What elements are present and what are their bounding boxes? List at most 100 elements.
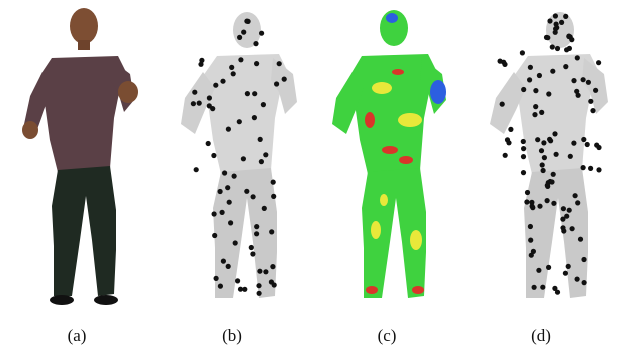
feature-point [235, 278, 241, 284]
panel-c: (c) [310, 0, 464, 354]
feature-point [537, 203, 543, 209]
feature-point [551, 200, 557, 206]
feature-point [254, 231, 260, 237]
feature-point [225, 263, 231, 269]
feature-point [528, 237, 534, 243]
feature-point [533, 104, 539, 110]
panel-a: (a) [0, 0, 154, 354]
feature-point [541, 140, 547, 146]
feature-point [271, 282, 277, 288]
feature-point [259, 30, 265, 36]
feature-point [257, 268, 263, 274]
feature-point [536, 72, 542, 79]
feature-point [550, 171, 556, 177]
feature-point [520, 170, 527, 176]
mesh-with-dense-points [490, 12, 608, 298]
feature-point [584, 141, 590, 148]
feature-point [276, 61, 282, 67]
feature-point [544, 182, 550, 188]
feature-point [528, 252, 534, 258]
feature-point [562, 270, 568, 276]
person-photo [22, 8, 138, 305]
feature-point [533, 88, 539, 94]
feature-point [569, 226, 575, 232]
feature-point [225, 126, 231, 132]
feature-point [232, 240, 238, 246]
feature-point [552, 131, 558, 137]
feature-point [565, 263, 571, 269]
feature-point [213, 82, 219, 88]
feature-point [270, 264, 276, 270]
feature-point [524, 189, 531, 196]
feature-point [596, 144, 602, 151]
caption-d: (d) [531, 326, 551, 345]
feature-point [237, 286, 244, 292]
feature-point [220, 258, 226, 264]
feature-point [519, 50, 525, 56]
feature-point [508, 126, 514, 132]
feature-point [263, 152, 269, 158]
feature-point [206, 103, 212, 109]
feature-point [564, 213, 570, 219]
feature-point [585, 79, 591, 85]
feature-point [574, 276, 580, 282]
feature-point [549, 44, 555, 50]
feature-point [520, 138, 526, 145]
feature-point [529, 199, 535, 205]
feature-point [226, 199, 232, 205]
feature-point [580, 165, 586, 171]
feature-point [256, 290, 262, 296]
feature-point [244, 91, 250, 97]
feature-point [569, 37, 575, 43]
feature-point [571, 140, 577, 146]
feature-point [527, 223, 533, 230]
feature-point [527, 77, 533, 83]
feature-point [213, 275, 219, 281]
feature-point [588, 98, 594, 104]
feature-point [560, 216, 566, 222]
feature-point [530, 205, 536, 211]
feature-point [222, 170, 228, 176]
feature-point [540, 167, 546, 174]
feature-point [190, 101, 196, 107]
feature-point [220, 78, 226, 84]
feature-point [581, 280, 587, 286]
caption-c: (c) [377, 326, 397, 345]
feature-point [254, 61, 260, 67]
feature-point [192, 89, 198, 95]
feature-point [261, 205, 267, 211]
feature-point [530, 248, 536, 254]
feature-point [541, 155, 547, 161]
feature-point [546, 264, 552, 270]
feature-point [535, 137, 541, 143]
feature-point [521, 146, 527, 152]
feature-point [539, 162, 545, 168]
feature-point [231, 173, 237, 179]
feature-point [263, 269, 269, 275]
feature-point [254, 224, 260, 230]
feature-point [596, 167, 602, 173]
feature-point [256, 283, 262, 289]
feature-point [196, 100, 202, 106]
feature-point [230, 71, 236, 77]
feature-point [566, 45, 572, 52]
feature-point [211, 152, 217, 159]
feature-point [563, 13, 569, 19]
feature-point [539, 109, 545, 115]
feature-point [497, 58, 503, 64]
feature-point [527, 64, 533, 70]
feature-point [242, 286, 248, 292]
feature-point [521, 86, 527, 93]
feature-point [596, 60, 602, 66]
feature-point [593, 87, 599, 93]
feature-point [553, 21, 559, 27]
feature-point [199, 57, 205, 64]
feature-point [574, 88, 580, 94]
feature-point [248, 244, 254, 251]
feature-point [550, 68, 556, 74]
feature-point [281, 76, 287, 82]
feature-point [590, 108, 596, 114]
feature-point [502, 152, 508, 158]
feature-point [572, 193, 578, 199]
feature-point [253, 41, 259, 47]
